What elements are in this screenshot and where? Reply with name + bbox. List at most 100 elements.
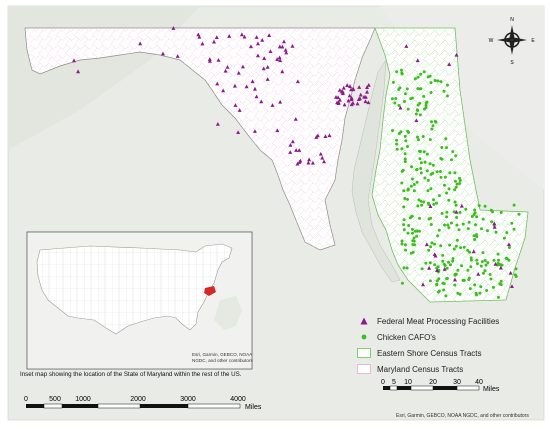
meat-facility-point bbox=[267, 33, 272, 37]
cafo-point bbox=[469, 258, 473, 262]
meat-facility-point bbox=[294, 148, 299, 152]
cafo-point bbox=[447, 187, 451, 191]
meat-facility-point bbox=[414, 118, 419, 123]
cafo-point bbox=[419, 150, 422, 153]
cafo-point bbox=[403, 197, 407, 200]
cafo-point bbox=[445, 210, 449, 214]
cafo-point bbox=[453, 179, 457, 183]
meat-facility-point bbox=[350, 100, 355, 105]
cafo-point bbox=[442, 288, 446, 292]
cafo-point bbox=[462, 245, 466, 249]
meat-facility-point bbox=[261, 66, 266, 71]
cafo-point bbox=[429, 91, 433, 94]
cafo-point bbox=[450, 158, 453, 162]
cafo-point bbox=[406, 187, 410, 191]
cafo-point bbox=[390, 97, 394, 101]
cafo-point bbox=[461, 222, 465, 226]
meat-facility-point bbox=[216, 57, 221, 62]
meat-facility-point bbox=[398, 105, 403, 110]
cafo-point bbox=[417, 138, 420, 142]
meat-facility-point bbox=[498, 265, 503, 270]
cafo-point bbox=[402, 189, 406, 193]
meat-facility-point bbox=[342, 102, 347, 107]
meat-facility-point bbox=[138, 41, 143, 46]
cafo-point bbox=[447, 260, 450, 264]
cafo-point bbox=[410, 165, 414, 169]
legend: Federal Meat Processing Facilities Chick… bbox=[357, 313, 547, 377]
meat-facility-point bbox=[221, 88, 226, 93]
cafo-point bbox=[415, 167, 419, 171]
meat-facility-point bbox=[259, 99, 264, 104]
cafo-point bbox=[436, 234, 440, 238]
cafo-point bbox=[402, 266, 406, 270]
cafo-point bbox=[435, 279, 439, 283]
meat-facility-point bbox=[275, 57, 280, 62]
cafo-point bbox=[409, 97, 413, 101]
cafo-point bbox=[453, 273, 457, 277]
cafo-point bbox=[416, 204, 420, 208]
cafo-point bbox=[454, 185, 458, 189]
cafo-point bbox=[488, 273, 492, 276]
cafo-point bbox=[432, 198, 435, 202]
meat-facility-point bbox=[357, 85, 362, 89]
cafo-point bbox=[494, 230, 498, 234]
cafo-point bbox=[406, 145, 409, 148]
cafo-point bbox=[446, 223, 450, 227]
cafo-point bbox=[510, 221, 514, 225]
meat-facility-point bbox=[323, 134, 328, 139]
cafo-point bbox=[430, 241, 434, 245]
meat-facility-point bbox=[252, 86, 257, 91]
cafo-point bbox=[468, 287, 472, 291]
meat-facility-point bbox=[307, 157, 312, 162]
cafo-point bbox=[436, 79, 440, 83]
meat-facility-point bbox=[363, 99, 368, 104]
meat-facility-point bbox=[337, 97, 342, 102]
meat-facility-point bbox=[365, 89, 370, 94]
cafo-point bbox=[411, 243, 415, 247]
cafo-point bbox=[458, 210, 462, 214]
cafo-point bbox=[409, 251, 413, 255]
meat-facility-point bbox=[435, 268, 440, 273]
cafo-point bbox=[480, 227, 483, 231]
cafo-point bbox=[448, 171, 452, 175]
cafo-point bbox=[445, 191, 448, 195]
inset-scale-bar: 0 500 1000 2000 3000 4000 Miles bbox=[24, 396, 262, 411]
cafo-point bbox=[481, 217, 485, 221]
cafo-point bbox=[417, 87, 421, 91]
cafo-point bbox=[405, 266, 409, 270]
meat-facility-point bbox=[175, 54, 180, 58]
chesapeake-bay bbox=[351, 59, 401, 283]
meat-facility-point bbox=[347, 93, 352, 98]
meat-facility-point bbox=[492, 224, 497, 229]
cafo-point bbox=[445, 83, 449, 87]
cafo-point bbox=[473, 283, 477, 287]
meat-facility-point bbox=[215, 121, 220, 126]
cafo-point bbox=[466, 268, 470, 272]
cafo-point bbox=[403, 92, 407, 96]
cafo-point bbox=[427, 203, 431, 206]
meat-facility-point bbox=[255, 41, 260, 46]
meat-facility-point bbox=[404, 44, 409, 48]
meat-facility-point bbox=[233, 103, 238, 107]
cafo-point bbox=[445, 146, 448, 150]
cafo-point bbox=[459, 246, 463, 250]
cafo-point bbox=[441, 253, 445, 257]
meat-facility-point bbox=[306, 160, 311, 165]
cafo-point bbox=[451, 257, 455, 261]
cafo-point bbox=[428, 279, 432, 283]
cafo-point bbox=[400, 68, 403, 72]
meat-facility-point bbox=[447, 62, 452, 66]
cafo-point bbox=[435, 201, 438, 205]
cafo-point bbox=[440, 146, 444, 149]
cafo-point bbox=[432, 202, 436, 206]
cafo-point bbox=[406, 197, 409, 201]
cafo-point bbox=[405, 87, 409, 91]
cafo-point bbox=[448, 243, 452, 247]
compass-e: E bbox=[531, 38, 535, 44]
cafo-point bbox=[445, 215, 449, 219]
cafo-point bbox=[395, 70, 399, 74]
meat-facility-point bbox=[506, 242, 511, 247]
cafo-point bbox=[431, 124, 435, 128]
meat-facility-point bbox=[433, 253, 438, 258]
